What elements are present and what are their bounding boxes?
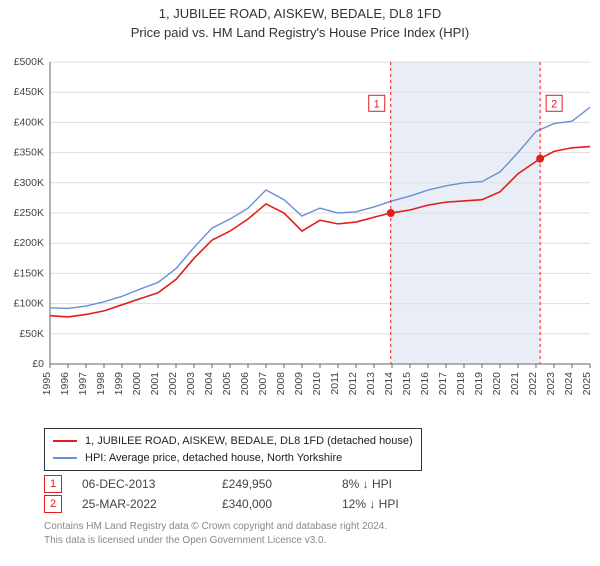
svg-text:1999: 1999 bbox=[113, 372, 125, 396]
sale-date: 25-MAR-2022 bbox=[82, 497, 222, 511]
svg-text:2005: 2005 bbox=[221, 372, 233, 396]
svg-text:2001: 2001 bbox=[149, 372, 161, 396]
svg-text:2004: 2004 bbox=[203, 372, 215, 396]
sale-hpi-delta: 8% ↓ HPI bbox=[342, 477, 392, 491]
svg-text:2016: 2016 bbox=[419, 372, 431, 396]
legend-row: HPI: Average price, detached house, Nort… bbox=[53, 450, 413, 467]
svg-text:2002: 2002 bbox=[167, 372, 179, 396]
svg-text:2012: 2012 bbox=[347, 372, 359, 396]
svg-text:2: 2 bbox=[551, 98, 557, 110]
price-chart: £0 £50K £100K £150K £200K £250K £300K £350K £400… bbox=[0, 54, 600, 424]
svg-text:£350K: £350K bbox=[14, 147, 44, 159]
sale-marker-row: 2 25-MAR-2022£340,00012% ↓ HPI bbox=[44, 494, 399, 514]
legend-label: HPI: Average price, detached house, Nort… bbox=[85, 450, 342, 467]
footer-line-2: This data is licensed under the Open Gov… bbox=[44, 534, 387, 548]
svg-text:2022: 2022 bbox=[527, 372, 539, 396]
svg-text:£100K: £100K bbox=[14, 298, 44, 310]
svg-text:£250K: £250K bbox=[14, 207, 44, 219]
svg-text:2007: 2007 bbox=[257, 372, 269, 396]
svg-text:2018: 2018 bbox=[455, 372, 467, 396]
sale-marker-badge: 2 bbox=[44, 495, 62, 513]
svg-text:£300K: £300K bbox=[14, 177, 44, 189]
sale-markers-table: 1 06-DEC-2013£249,9508% ↓ HPI 2 25-MAR-2022… bbox=[44, 474, 399, 514]
svg-text:£500K: £500K bbox=[14, 56, 44, 68]
svg-text:2008: 2008 bbox=[275, 372, 287, 396]
svg-text:2014: 2014 bbox=[383, 372, 395, 396]
svg-text:1995: 1995 bbox=[41, 372, 53, 396]
legend-row: 1, JUBILEE ROAD, AISKEW, BEDALE, DL8 1FD… bbox=[53, 433, 413, 450]
svg-text:£450K: £450K bbox=[14, 86, 44, 98]
sale-date: 06-DEC-2013 bbox=[82, 477, 222, 491]
svg-text:2013: 2013 bbox=[365, 372, 377, 396]
svg-text:2000: 2000 bbox=[131, 372, 143, 396]
page-title: 1, JUBILEE ROAD, AISKEW, BEDALE, DL8 1FD bbox=[0, 6, 600, 21]
svg-text:2021: 2021 bbox=[509, 372, 521, 396]
sale-point-2 bbox=[536, 155, 544, 163]
legend-label: 1, JUBILEE ROAD, AISKEW, BEDALE, DL8 1FD… bbox=[85, 433, 413, 450]
svg-text:2020: 2020 bbox=[491, 372, 503, 396]
svg-text:£400K: £400K bbox=[14, 116, 44, 128]
svg-text:1996: 1996 bbox=[59, 372, 71, 396]
svg-text:£200K: £200K bbox=[14, 237, 44, 249]
svg-text:2011: 2011 bbox=[329, 372, 341, 395]
svg-text:£0: £0 bbox=[32, 358, 44, 370]
svg-text:2015: 2015 bbox=[401, 372, 413, 396]
svg-text:2003: 2003 bbox=[185, 372, 197, 396]
page-subtitle: Price paid vs. HM Land Registry's House … bbox=[0, 25, 600, 40]
legend: 1, JUBILEE ROAD, AISKEW, BEDALE, DL8 1FD… bbox=[44, 428, 422, 471]
legend-swatch bbox=[53, 440, 77, 442]
sale-marker-row: 1 06-DEC-2013£249,9508% ↓ HPI bbox=[44, 474, 399, 494]
svg-text:2019: 2019 bbox=[473, 372, 485, 396]
sale-hpi-delta: 12% ↓ HPI bbox=[342, 497, 399, 511]
svg-text:2025: 2025 bbox=[581, 372, 593, 396]
svg-text:2009: 2009 bbox=[293, 372, 305, 396]
sale-point-1 bbox=[387, 209, 395, 217]
svg-text:2010: 2010 bbox=[311, 372, 323, 396]
svg-text:2017: 2017 bbox=[437, 372, 449, 396]
svg-text:£150K: £150K bbox=[14, 267, 44, 279]
svg-text:2023: 2023 bbox=[545, 372, 557, 396]
svg-text:1997: 1997 bbox=[77, 372, 89, 396]
svg-text:1998: 1998 bbox=[95, 372, 107, 396]
legend-swatch bbox=[53, 457, 77, 459]
footer-line-1: Contains HM Land Registry data © Crown c… bbox=[44, 520, 387, 534]
sale-marker-badge: 1 bbox=[44, 475, 62, 493]
svg-text:£50K: £50K bbox=[19, 328, 44, 340]
data-attribution: Contains HM Land Registry data © Crown c… bbox=[44, 520, 387, 547]
sale-price: £340,000 bbox=[222, 497, 342, 511]
sale-price: £249,950 bbox=[222, 477, 342, 491]
svg-text:2024: 2024 bbox=[563, 372, 575, 396]
svg-text:1: 1 bbox=[374, 98, 380, 110]
svg-text:2006: 2006 bbox=[239, 372, 251, 396]
